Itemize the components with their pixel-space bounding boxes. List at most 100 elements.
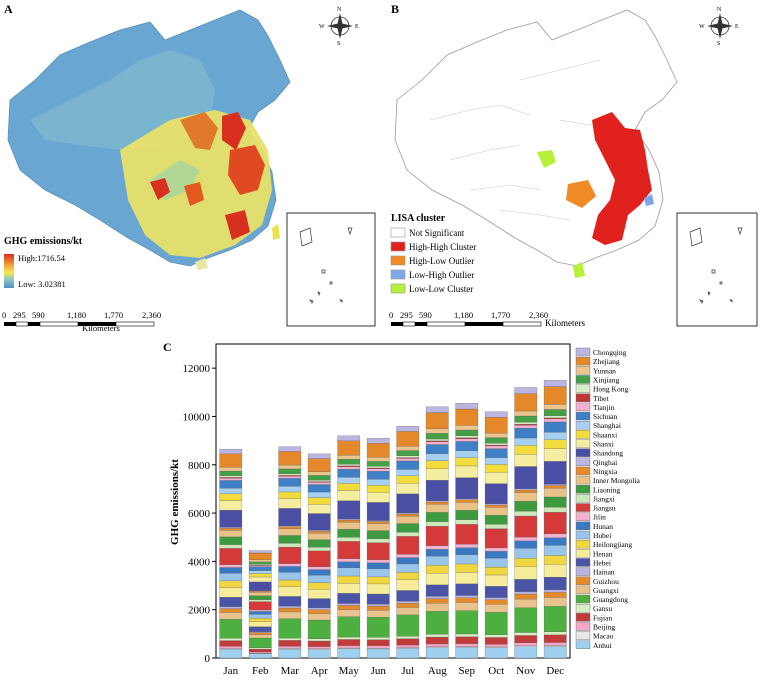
bar-aug-shanghai (425, 453, 449, 461)
bar-mar-jiangxi (278, 543, 302, 548)
bar-mar-xinjiang (278, 468, 302, 474)
legend-swatch-fujian (575, 613, 591, 622)
bar-apr-fujian (307, 640, 331, 647)
bar-sep-liaoning (455, 510, 479, 520)
bar-jun-guizhou (366, 605, 390, 611)
lisa-hainan (573, 262, 585, 278)
compass-a-w: W (319, 24, 325, 30)
bar-may-hebei (337, 593, 361, 604)
bar-jul-henan (396, 579, 420, 591)
bar-jun-tianjin (366, 468, 390, 472)
legend-swatch-chongqing (575, 347, 591, 357)
bar-jan-jilin (219, 564, 243, 568)
bar-may-sichuan (337, 469, 361, 478)
bar-jul-gansu (396, 636, 420, 639)
bar-feb-gansu (248, 647, 272, 650)
bar-aug-shaanxi (425, 460, 449, 469)
legend-label-guangxi: Guangxi (593, 586, 619, 595)
bar-apr-gansu (307, 638, 331, 642)
bar-feb-zhejiang (248, 552, 272, 560)
bar-sep-tibet (455, 437, 479, 439)
compass-b: N S E W (699, 7, 739, 47)
x-tick-label-mar: Mar (281, 665, 300, 677)
panel-b: B N S E W LISA cluster Not Significant Hi… (389, 2, 758, 328)
bar-feb-guangxi (248, 634, 272, 639)
legend-label-beijing: Beijing (593, 623, 615, 632)
bar-may-liaoning (337, 529, 361, 538)
legend-label-fujian: Fujian (593, 613, 612, 622)
bar-oct-hubei (484, 557, 508, 568)
bar-jul-hunan (396, 557, 420, 565)
bar-apr-hebei (307, 598, 331, 609)
legend-label-gansu: Gansu (593, 604, 612, 613)
bar-aug-chongqing (425, 406, 449, 413)
bar-jan-tianjin (219, 478, 243, 481)
legend-label-guangdong: Guangdong (593, 595, 628, 604)
bar-aug-gansu (425, 634, 449, 638)
bar-jun-hubei (366, 568, 390, 578)
bar-apr-yunnan (307, 471, 331, 476)
bar-feb-jiangsu (248, 601, 272, 611)
bar-may-xinjiang (337, 459, 361, 465)
bar-jun-yunnan (366, 457, 390, 462)
x-tick-label-jun: Jun (371, 665, 387, 677)
bar-may-beijing (337, 645, 361, 649)
bar-aug-shandong (425, 480, 449, 502)
bar-aug-ningxia (425, 501, 449, 505)
bar-sep-jiangxi (455, 519, 479, 525)
bar-jun-zhejiang (366, 443, 390, 458)
bar-jun-liaoning (366, 530, 390, 539)
bar-sep-tianjin (455, 438, 479, 442)
bar-jan-anhui (219, 649, 243, 659)
bar-feb-jiangxi (248, 599, 272, 602)
bar-jan-shanghai (219, 487, 243, 494)
bar-jul-guizhou (396, 603, 420, 608)
bar-sep-shandong (455, 477, 479, 499)
bar-mar-guangxi (278, 611, 302, 619)
bar-dec-guangdong (543, 606, 567, 632)
bar-may-hainan (337, 603, 361, 606)
bar-oct-anhui (484, 647, 508, 659)
bar-sep-hong-kong (455, 435, 479, 438)
inset-map-b (676, 212, 758, 327)
bar-mar-qinghai (278, 525, 302, 527)
legend-label-hubei: Hubei (593, 531, 611, 540)
bar-oct-ningxia (484, 504, 508, 508)
bar-jul-hong-kong (396, 455, 420, 458)
bar-apr-henan (307, 589, 331, 599)
bar-apr-shanxi (307, 504, 331, 514)
bar-aug-macao (425, 646, 449, 648)
lisa-legend: LISA cluster Not Significant High-High Cl… (390, 213, 476, 294)
ghg-hotspot-guangdong (225, 210, 250, 240)
bar-aug-zhejiang (425, 412, 449, 429)
lisa-legend-title: LISA cluster (391, 213, 446, 224)
bar-mar-shanxi (278, 498, 302, 509)
bar-oct-shandong (484, 483, 508, 505)
bar-jan-jiangxi (219, 544, 243, 549)
legend-label-jilin: Jilin (593, 513, 606, 522)
bar-sep-shanxi (455, 465, 479, 478)
ghg-hotspot-beijing (222, 112, 246, 150)
bar-jul-zhejiang (396, 431, 420, 447)
bar-sep-qinghai (455, 498, 479, 500)
bar-aug-tianjin (425, 441, 449, 445)
bar-feb-xinjiang (248, 561, 272, 565)
bar-oct-macao (484, 646, 508, 648)
bar-mar-shaanxi (278, 491, 302, 499)
bar-may-fujian (337, 639, 361, 646)
bar-apr-beijing (307, 646, 331, 649)
legend-swatch-shanghai (575, 421, 591, 430)
bar-nov-guangxi (514, 598, 538, 608)
bar-jul-shaanxi (396, 475, 420, 484)
bar-apr-jiangxi (307, 547, 331, 552)
x-tick-label-apr: Apr (311, 665, 328, 677)
bar-nov-shandong (514, 466, 538, 489)
bar-aug-anhui (425, 647, 449, 659)
bar-jun-ningxia (366, 521, 390, 524)
bar-sep-guangxi (455, 602, 479, 611)
bar-jan-beijing (219, 646, 243, 649)
bar-dec-tibet (543, 417, 567, 420)
bar-jun-fujian (366, 639, 390, 646)
bar-aug-henan (425, 573, 449, 585)
bar-jan-hunan (219, 567, 243, 574)
